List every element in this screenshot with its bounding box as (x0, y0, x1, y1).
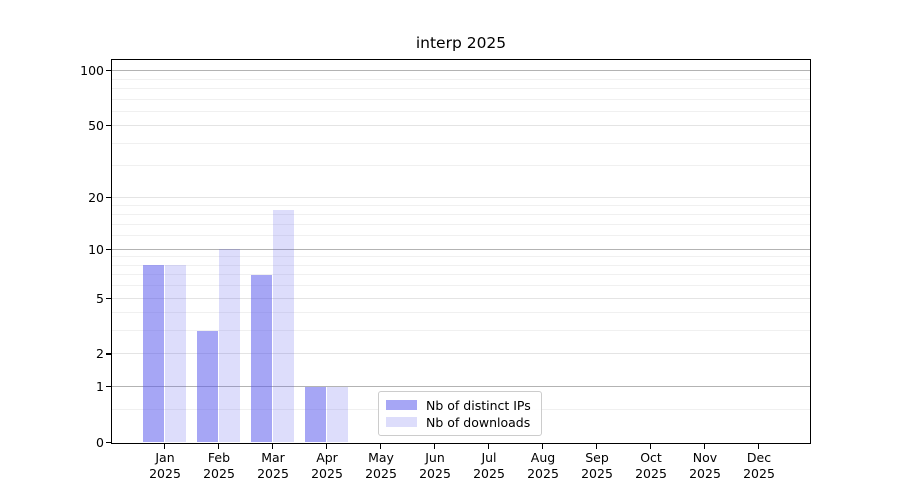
x-tick-mark (649, 442, 652, 449)
gridline-minor (111, 213, 810, 215)
bar-nb-of-downloads-mar (273, 209, 294, 443)
gridline-minor (111, 98, 810, 100)
x-tick-label-aug: Aug 2025 (527, 450, 559, 481)
gridline-minor (111, 110, 810, 112)
x-tick-label-feb: Feb 2025 (203, 450, 235, 481)
y-tick-label-100: 100 (80, 63, 104, 79)
y-tick-mark (105, 125, 112, 127)
gridline-minor (111, 87, 810, 89)
gridline-minor (111, 165, 810, 167)
gridline-minor (111, 264, 810, 266)
y-tick-mark (105, 196, 112, 198)
bar-nb-of-downloads-apr (327, 386, 348, 443)
x-tick-label-jun: Jun 2025 (419, 450, 451, 481)
gridline-mid (111, 297, 810, 299)
gridline-minor (111, 223, 810, 225)
gridline-minor (111, 204, 810, 206)
legend-row-distinct-ips: Nb of distinct IPs (386, 397, 541, 414)
bar-nb-of-distinct-ips-feb (197, 330, 218, 443)
gridline-mid (111, 353, 810, 355)
x-tick-label-nov: Nov 2025 (689, 450, 721, 481)
y-tick-mark (105, 353, 112, 355)
gridline-minor (111, 330, 810, 332)
y-tick-label-2: 2 (96, 346, 104, 362)
gridline-minor (111, 285, 810, 287)
gridline-minor (111, 256, 810, 258)
x-tick-mark (487, 442, 490, 449)
y-tick-label-50: 50 (88, 118, 104, 134)
legend-label-downloads: Nb of downloads (426, 414, 531, 430)
y-tick-label-10: 10 (88, 241, 104, 257)
y-tick-label-5: 5 (96, 290, 104, 306)
bar-nb-of-downloads-jan (165, 265, 186, 443)
gridline-minor (111, 312, 810, 314)
bar-nb-of-distinct-ips-apr (305, 386, 326, 443)
gridline-mid (111, 196, 810, 198)
gridline-major (111, 70, 810, 72)
x-tick-mark (163, 442, 166, 449)
chart-title: interp 2025 (415, 34, 507, 52)
gridline-major (111, 248, 810, 250)
y-tick-label-0: 0 (96, 435, 104, 450)
x-tick-label-apr: Apr 2025 (311, 450, 343, 481)
x-tick-label-sep: Sep 2025 (581, 450, 613, 481)
x-tick-label-oct: Oct 2025 (635, 450, 667, 481)
gridline-major (111, 386, 810, 388)
gridline-minor (111, 274, 810, 276)
x-tick-mark (217, 442, 220, 449)
x-tick-mark (541, 442, 544, 449)
x-tick-label-mar: Mar 2025 (257, 450, 289, 481)
x-tick-label-jan: Jan 2025 (149, 450, 181, 481)
y-tick-label-1: 1 (96, 379, 104, 395)
bar-nb-of-distinct-ips-mar (251, 274, 272, 443)
legend: Nb of distinct IPs Nb of downloads (378, 391, 542, 436)
x-tick-mark (379, 442, 382, 449)
x-tick-label-may: May 2025 (365, 450, 397, 481)
x-tick-mark (757, 442, 760, 449)
x-tick-mark (433, 442, 436, 449)
x-tick-mark (325, 442, 328, 449)
y-tick-mark (105, 70, 112, 72)
y-tick-mark (105, 441, 112, 444)
x-tick-label-jul: Jul 2025 (473, 450, 505, 481)
y-tick-label-20: 20 (88, 189, 104, 205)
plot-area (105, 58, 811, 449)
legend-swatch-distinct-ips (386, 399, 417, 411)
x-tick-mark (703, 442, 706, 449)
gridline-minor (111, 142, 810, 144)
gridline-mid (111, 125, 810, 127)
legend-label-distinct-ips: Nb of distinct IPs (426, 397, 531, 413)
gridline-minor (111, 235, 810, 237)
y-tick-mark (105, 297, 112, 299)
y-tick-mark (105, 248, 112, 250)
legend-row-downloads: Nb of downloads (386, 414, 541, 431)
x-tick-mark (595, 442, 598, 449)
x-tick-mark (271, 442, 274, 449)
legend-swatch-downloads (386, 416, 417, 428)
y-tick-mark (105, 386, 112, 388)
bar-nb-of-downloads-feb (219, 249, 240, 443)
x-tick-label-dec: Dec 2025 (743, 450, 775, 481)
bar-nb-of-distinct-ips-jan (143, 265, 164, 443)
gridline-minor (111, 78, 810, 80)
